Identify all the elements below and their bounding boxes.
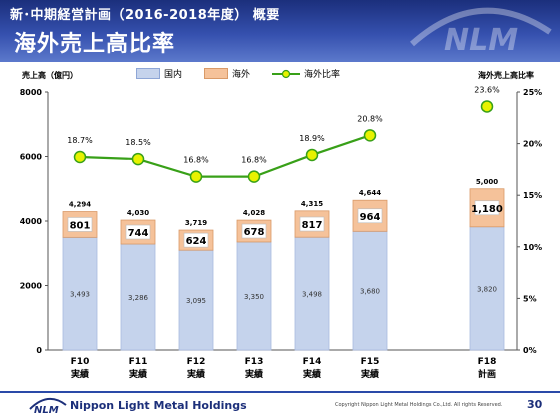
total-value-label: 4,644 bbox=[359, 189, 381, 197]
total-value-label: 3,719 bbox=[185, 219, 207, 227]
ratio-point bbox=[73, 150, 87, 164]
category-label: F10 bbox=[71, 357, 90, 367]
svg-text:NLM: NLM bbox=[444, 23, 518, 58]
y-tick-label: 0 bbox=[36, 346, 42, 355]
legend-swatch-overseas bbox=[204, 68, 229, 79]
nlm-logo-icon: NLM bbox=[29, 398, 67, 415]
category-sub-label: 計画 bbox=[478, 368, 496, 380]
legend-item-domestic: 国内 bbox=[136, 67, 182, 80]
domestic-value-label: 3,095 bbox=[186, 297, 206, 305]
right-axis-label: 海外売上高比率 bbox=[478, 71, 534, 80]
legend-item-overseas: 海外 bbox=[204, 67, 250, 80]
domestic-value-label: 3,286 bbox=[128, 294, 149, 302]
overseas-label-box bbox=[67, 217, 93, 232]
domestic-value-label: 3,820 bbox=[477, 285, 497, 293]
chart-legend: 国内 海外 海外比率 bbox=[136, 67, 362, 80]
category-label: F12 bbox=[187, 357, 206, 367]
footer: NLM Nippon Light Metal Holdings Copyrigh… bbox=[0, 391, 560, 420]
category-sub-label: 実績 bbox=[245, 368, 263, 380]
y-tick-label: 6000 bbox=[20, 153, 43, 162]
overseas-value-label: 964 bbox=[360, 212, 381, 223]
overseas-label-box bbox=[125, 224, 151, 240]
category-label: F15 bbox=[361, 357, 380, 367]
y-tick-label: 2000 bbox=[20, 282, 43, 291]
ratio-point bbox=[247, 170, 261, 183]
ratio-label: 23.6% bbox=[474, 85, 500, 94]
overseas-label-box bbox=[299, 216, 325, 232]
y-tick-label: 8000 bbox=[20, 88, 43, 97]
category-sub-label: 実績 bbox=[129, 368, 147, 380]
page-title: 新･中期経営計画（2016-2018年度） 概要 bbox=[10, 8, 280, 23]
sales-chart: 0 2000 4000 6000 8000 0% 5% 10% 15% 20% 25% 3,493 80… bbox=[20, 85, 542, 380]
category-sub-label: 実績 bbox=[361, 368, 379, 380]
y-tick-label: 4000 bbox=[20, 217, 43, 226]
overseas-value-label: 744 bbox=[128, 228, 149, 239]
ratio-label: 20.8% bbox=[357, 114, 383, 123]
category-label: F11 bbox=[129, 357, 148, 367]
ratio-label: 18.9% bbox=[299, 134, 325, 143]
ratio-point bbox=[189, 170, 203, 183]
overseas-label-box bbox=[241, 223, 267, 239]
category-sub-label: 実績 bbox=[187, 368, 205, 380]
legend-label-ratio: 海外比率 bbox=[304, 70, 341, 80]
bar-domestic bbox=[469, 226, 505, 351]
legend-swatch-ratio bbox=[272, 69, 301, 78]
category-label: F14 bbox=[303, 357, 322, 367]
category-sub-label: 実績 bbox=[303, 368, 321, 380]
overseas-value-label: 624 bbox=[186, 236, 207, 247]
page-subtitle: 海外売上高比率 bbox=[14, 32, 176, 57]
ratio-label: 16.8% bbox=[241, 156, 267, 165]
y2-tick-label: 15% bbox=[523, 191, 542, 200]
y2-tick-label: 25% bbox=[523, 88, 542, 97]
left-axis-label: 売上高（億円） bbox=[22, 71, 78, 80]
ratio-point bbox=[131, 152, 145, 166]
category-label: F18 bbox=[478, 357, 497, 367]
bar-domestic bbox=[62, 236, 98, 351]
footer-copyright: Copyright Nippon Light Metal Holdings Co… bbox=[335, 402, 503, 408]
overseas-value-label: 817 bbox=[302, 220, 323, 231]
ratio-line bbox=[79, 134, 371, 178]
total-value-label: 4,315 bbox=[301, 200, 323, 208]
overseas-value-label: 678 bbox=[244, 227, 265, 238]
y2-tick-label: 0% bbox=[523, 346, 537, 355]
svg-text:NLM: NLM bbox=[34, 405, 59, 415]
footer-brand: Nippon Light Metal Holdings bbox=[70, 399, 247, 412]
overseas-label-box bbox=[183, 232, 209, 248]
total-value-label: 4,028 bbox=[243, 209, 265, 217]
bar-domestic bbox=[236, 241, 272, 351]
total-value-label: 4,030 bbox=[127, 209, 149, 217]
ratio-label: 18.7% bbox=[67, 136, 93, 145]
total-value-label: 4,294 bbox=[69, 201, 91, 209]
domestic-value-label: 3,498 bbox=[302, 291, 322, 299]
y2-tick-label: 10% bbox=[523, 243, 542, 252]
overseas-label-box bbox=[474, 200, 500, 216]
footer-divider bbox=[0, 391, 560, 393]
category-label: F13 bbox=[245, 357, 264, 367]
overseas-value-label: 1,180 bbox=[471, 204, 503, 215]
ratio-point bbox=[363, 129, 377, 142]
header-banner: 新･中期経営計画（2016-2018年度） 概要 海外売上高比率 NLM bbox=[0, 0, 560, 62]
ratio-label: 16.8% bbox=[183, 156, 209, 165]
bar-domestic bbox=[294, 236, 330, 351]
domestic-value-label: 3,680 bbox=[360, 288, 380, 296]
legend-item-ratio: 海外比率 bbox=[272, 67, 340, 80]
y2-tick-label: 20% bbox=[523, 140, 542, 149]
legend-label-domestic: 国内 bbox=[164, 70, 183, 80]
nlm-logo-watermark-icon: NLM bbox=[409, 7, 552, 58]
legend-label-overseas: 海外 bbox=[232, 70, 251, 80]
domestic-value-label: 3,493 bbox=[70, 291, 90, 299]
ratio-point bbox=[480, 100, 494, 113]
domestic-value-label: 3,350 bbox=[244, 293, 264, 301]
bar-domestic bbox=[352, 230, 388, 351]
page-number: 30 bbox=[527, 398, 543, 411]
legend-swatch-domestic bbox=[136, 68, 160, 79]
overseas-label-box bbox=[357, 208, 383, 224]
ratio-label: 18.5% bbox=[125, 138, 151, 147]
total-value-label: 5,000 bbox=[476, 178, 498, 186]
overseas-value-label: 801 bbox=[70, 220, 91, 231]
y2-tick-label: 5% bbox=[523, 294, 537, 303]
category-sub-label: 実績 bbox=[71, 368, 89, 380]
ratio-point bbox=[305, 148, 319, 162]
